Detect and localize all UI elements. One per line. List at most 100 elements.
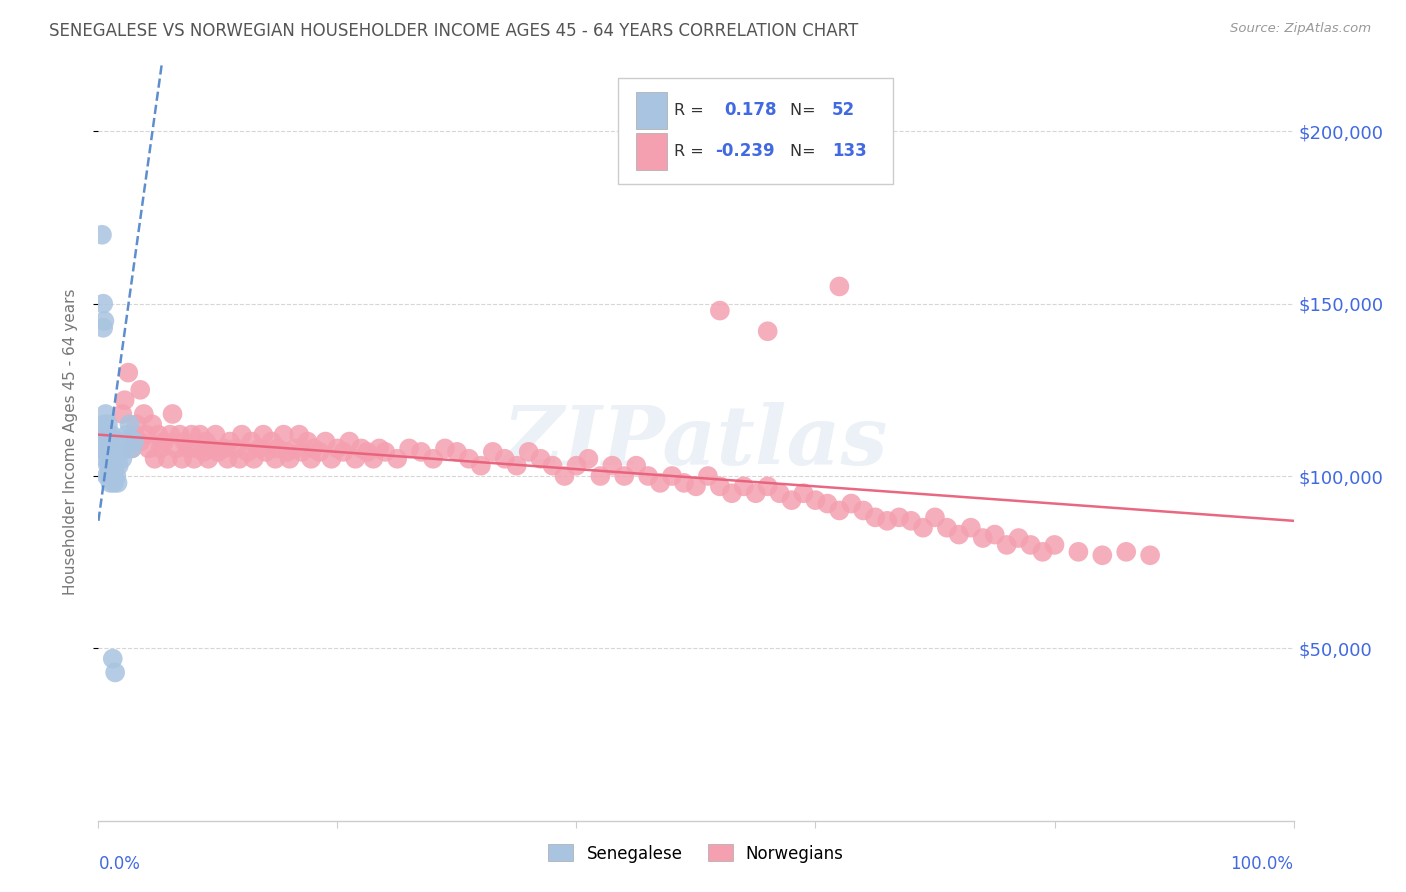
Legend: Senegalese, Norwegians: Senegalese, Norwegians — [541, 838, 851, 869]
Text: 133: 133 — [832, 142, 868, 161]
Point — [121, 442, 143, 456]
FancyBboxPatch shape — [637, 92, 668, 128]
Point — [278, 451, 301, 466]
Point — [188, 427, 211, 442]
Text: 0.178: 0.178 — [724, 101, 778, 120]
Point — [110, 445, 132, 459]
Point — [96, 445, 118, 459]
Point — [637, 469, 659, 483]
Text: R =: R = — [675, 144, 710, 159]
Point — [138, 442, 160, 456]
Point — [768, 486, 790, 500]
Point — [756, 479, 779, 493]
Point — [129, 434, 152, 449]
Point — [207, 445, 229, 459]
Point — [565, 458, 588, 473]
Point — [299, 451, 322, 466]
Point — [212, 442, 235, 456]
Point — [517, 445, 540, 459]
Point — [135, 427, 157, 442]
Point — [177, 442, 200, 456]
Point — [1032, 545, 1054, 559]
Point — [148, 427, 170, 442]
Point — [661, 469, 683, 483]
Point — [260, 434, 283, 449]
Point — [91, 227, 114, 242]
Point — [984, 527, 1007, 541]
Point — [156, 451, 179, 466]
Point — [204, 427, 226, 442]
Point — [105, 469, 128, 483]
Point — [288, 427, 311, 442]
Point — [326, 442, 349, 456]
Point — [129, 383, 152, 397]
Point — [193, 445, 215, 459]
Point — [97, 417, 120, 432]
Text: N=: N= — [790, 103, 821, 118]
Point — [219, 434, 242, 449]
Point — [143, 451, 166, 466]
Point — [228, 451, 250, 466]
Point — [865, 510, 887, 524]
Point — [107, 451, 129, 466]
Point — [721, 486, 744, 500]
Point — [470, 458, 492, 473]
Point — [96, 442, 118, 456]
Point — [302, 442, 325, 456]
FancyBboxPatch shape — [619, 78, 893, 184]
Point — [363, 451, 385, 466]
Point — [104, 665, 127, 680]
Point — [94, 451, 117, 466]
Point — [236, 445, 259, 459]
Point — [107, 458, 129, 473]
Point — [960, 521, 983, 535]
Point — [97, 445, 120, 459]
Point — [1067, 545, 1090, 559]
Point — [107, 475, 129, 490]
Point — [252, 427, 274, 442]
Point — [995, 538, 1018, 552]
Point — [972, 531, 994, 545]
Point — [111, 451, 134, 466]
Point — [828, 503, 851, 517]
Point — [124, 434, 146, 449]
Point — [291, 445, 314, 459]
Point — [276, 445, 298, 459]
Text: ZIPatlas: ZIPatlas — [503, 401, 889, 482]
FancyBboxPatch shape — [637, 133, 668, 169]
Point — [104, 451, 127, 466]
Point — [458, 451, 481, 466]
Point — [793, 486, 815, 500]
Point — [173, 434, 195, 449]
Point — [93, 442, 115, 456]
Point — [94, 407, 117, 421]
Point — [264, 451, 287, 466]
Text: 100.0%: 100.0% — [1230, 855, 1294, 872]
Point — [411, 445, 433, 459]
Point — [368, 442, 391, 456]
Point — [225, 442, 247, 456]
Point — [321, 451, 343, 466]
Point — [101, 445, 124, 459]
Point — [733, 479, 755, 493]
Point — [96, 427, 118, 442]
Point — [101, 469, 124, 483]
Point — [114, 393, 136, 408]
Point — [709, 303, 731, 318]
Point — [180, 427, 202, 442]
Point — [434, 442, 457, 456]
Point — [506, 458, 529, 473]
Point — [97, 434, 120, 449]
Point — [91, 296, 114, 310]
Point — [1139, 548, 1161, 563]
Point — [165, 442, 187, 456]
Point — [948, 527, 970, 541]
Point — [481, 445, 505, 459]
Point — [117, 366, 139, 380]
Point — [114, 434, 136, 449]
Point — [93, 417, 115, 432]
Point — [103, 462, 125, 476]
Point — [231, 427, 253, 442]
Text: -0.239: -0.239 — [716, 142, 775, 161]
Point — [125, 417, 148, 432]
